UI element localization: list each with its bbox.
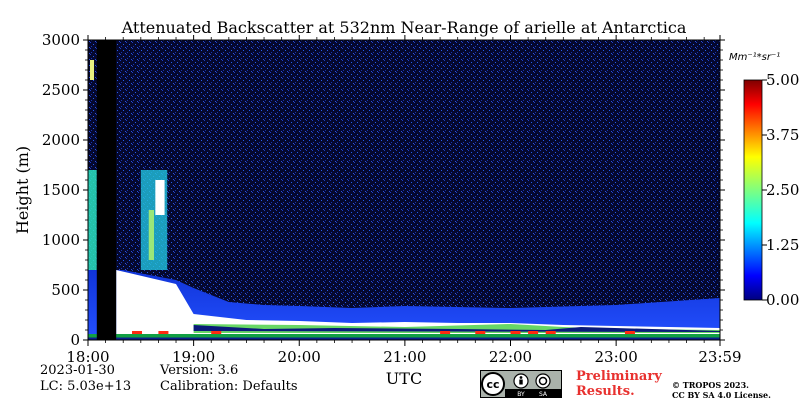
y-tick-label: 2500 — [42, 81, 80, 99]
left-edge-signal — [88, 170, 97, 270]
copyright-notice: © TROPOS 2023. CC BY SA 4.0 License. — [672, 380, 771, 400]
surface-hotspot — [211, 331, 222, 335]
copyright-line-2: CC BY SA 4.0 License. — [672, 390, 771, 400]
preliminary-line-2: Results. — [576, 384, 635, 399]
elevated-plume-green — [148, 210, 155, 260]
data-gap — [96, 40, 117, 340]
x-tick-label: 20:00 — [278, 348, 321, 366]
surface-hotspot — [440, 331, 451, 335]
surface-hotspot — [624, 331, 635, 335]
surface-hotspot — [545, 331, 556, 335]
elevated-aerosol-layer — [88, 60, 168, 270]
surface-hotspot — [510, 331, 521, 335]
copyright-line-1: © TROPOS 2023. — [672, 380, 749, 390]
x-axis-label: UTC — [386, 369, 422, 388]
sa-icon — [535, 373, 551, 389]
elevated-plume-core — [155, 180, 165, 215]
y-tick-label: 500 — [51, 281, 80, 299]
y-tick-label: 2000 — [42, 131, 80, 149]
date-text: 2023-01-30 — [40, 363, 115, 378]
lc-text: LC: 5.03e+13 — [40, 379, 132, 394]
colorbar-tick-label: 0.00 — [766, 291, 799, 309]
colorbar: Mm⁻¹*sr⁻¹ 0.00 1.25 2.50 3.75 5.00 — [729, 52, 799, 309]
sa-label: SA — [539, 391, 548, 398]
chart-title: Attenuated Backscatter at 532nm Near-Ran… — [121, 18, 687, 37]
surface-band-white — [116, 270, 720, 334]
version-text: Version: 3.6 — [160, 363, 239, 378]
colorbar-tick-label: 5.00 — [766, 71, 799, 89]
surface-hotspot — [528, 331, 539, 335]
colorbar-unit-label: Mm⁻¹*sr⁻¹ — [729, 52, 780, 63]
colorbar-tick-label: 1.25 — [766, 236, 799, 254]
surface-hotspot — [475, 331, 486, 335]
surface-band-dark — [193, 325, 720, 332]
ground-strip — [88, 337, 720, 340]
y-tick-label: 1500 — [42, 181, 80, 199]
preliminary-line-1: Preliminary — [576, 369, 662, 384]
cc-license-badge: cc BY SA — [480, 370, 562, 398]
overlap-strip — [88, 334, 720, 340]
surface-hotspot — [158, 331, 169, 335]
colorbar-tick-label: 3.75 — [766, 126, 799, 144]
colorbar-ticks: 0.00 1.25 2.50 3.75 5.00 — [762, 71, 799, 309]
left-edge-signal-top — [90, 60, 94, 80]
y-tick-label: 0 — [70, 331, 80, 349]
x-tick-label: 18:00 — [66, 348, 109, 366]
calibration-text: Calibration: Defaults — [160, 379, 298, 394]
y-tick-label: 3000 — [42, 31, 80, 49]
x-tick-label: 23:00 — [595, 348, 638, 366]
plot-area — [87, 39, 721, 341]
colorbar-gradient — [743, 79, 763, 301]
y-axis-label: Height (m) — [13, 146, 32, 234]
cc-icon — [481, 372, 505, 396]
y-tick-label: 1000 — [42, 231, 80, 249]
x-tick-label: 19:00 — [172, 348, 215, 366]
cc-icon-text: cc — [486, 378, 499, 391]
x-axis: 18:00 19:00 20:00 21:00 22:00 23:00 23:59 — [66, 35, 742, 366]
x-tick-label: 23:59 — [698, 348, 741, 366]
x-tick-label: 21:00 — [383, 348, 426, 366]
surface-layer — [88, 270, 720, 340]
y-axis: 0 500 1000 1500 2000 2500 3000 — [42, 31, 725, 349]
colorbar-tick-label: 2.50 — [766, 181, 799, 199]
by-label: BY — [517, 391, 525, 398]
surface-hotspot — [132, 331, 143, 335]
preliminary-notice: Preliminary Results. — [576, 369, 662, 399]
x-tick-label: 22:00 — [489, 348, 532, 366]
